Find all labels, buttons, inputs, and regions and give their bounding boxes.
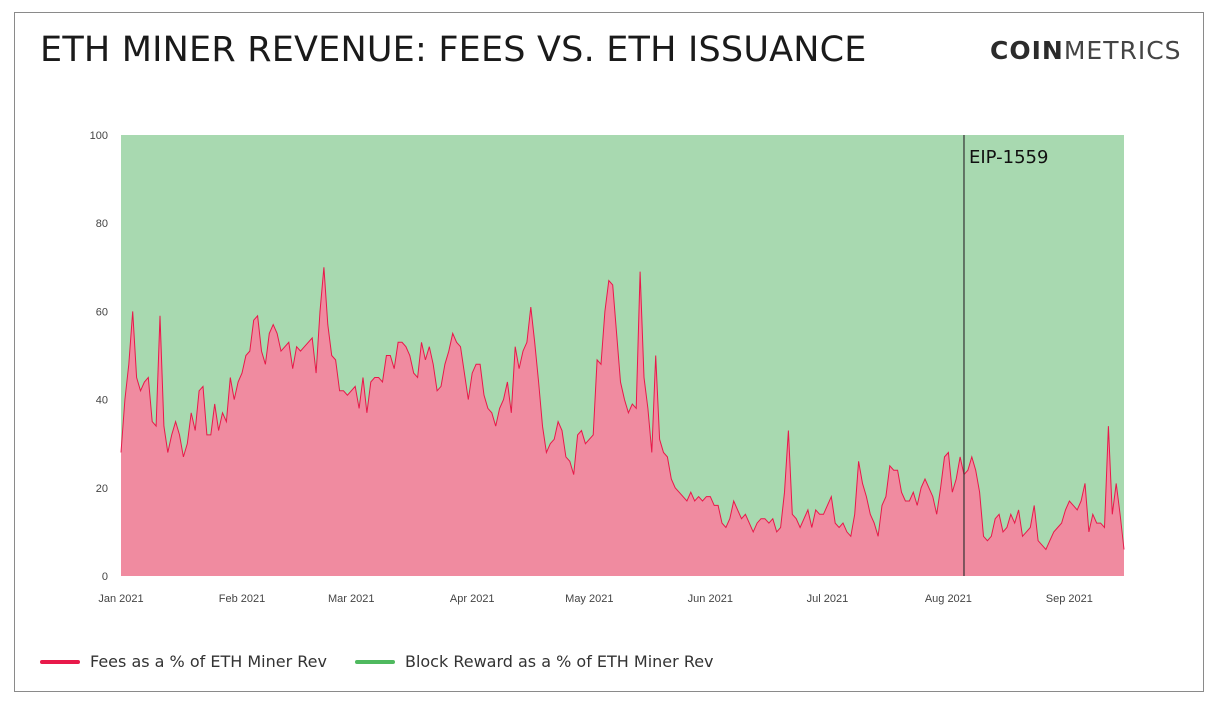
x-tick-label: Jul 2021 [807, 593, 849, 605]
x-tick-label: May 2021 [565, 593, 613, 605]
series-area-fees [121, 267, 1124, 576]
x-tick-label: Aug 2021 [925, 593, 972, 605]
coinmetrics-logo: COINMETRICS [990, 36, 1182, 65]
y-tick-label: 20 [96, 483, 108, 495]
x-tick-label: Jan 2021 [98, 593, 143, 605]
legend-swatch-block-reward [354, 659, 395, 664]
y-tick-label: 100 [90, 130, 108, 142]
x-tick-label: Mar 2021 [328, 593, 374, 605]
x-tick-label: Feb 2021 [219, 593, 265, 605]
x-tick-label: Apr 2021 [450, 593, 495, 605]
legend-swatch-fees [40, 659, 80, 664]
plot-area [120, 135, 1125, 576]
legend-label-fees: Fees as a % of ETH Miner Rev [90, 652, 327, 671]
x-tick-label: Sep 2021 [1046, 593, 1093, 605]
legend-item-block-reward[interactable]: Block Reward as a % of ETH Miner Rev [354, 652, 714, 671]
legend: Fees as a % of ETH Miner Rev Block Rewar… [40, 652, 742, 671]
logo-bold-text: COIN [990, 36, 1064, 65]
legend-label-block-reward: Block Reward as a % of ETH Miner Rev [404, 652, 714, 671]
y-tick-label: 0 [102, 571, 108, 583]
legend-item-fees[interactable]: Fees as a % of ETH Miner Rev [40, 652, 327, 671]
axes: 0 20 40 60 80 100 Jan 2021 Feb 2021 Mar 2021 Apr … [90, 130, 1093, 605]
y-tick-label: 60 [96, 306, 108, 318]
logo-light-text: METRICS [1063, 36, 1182, 65]
chart-title: ETH MINER REVENUE: FEES VS. ETH ISSUANCE [40, 30, 867, 70]
y-tick-label: 40 [96, 395, 108, 407]
series-line-fees [120, 267, 1125, 551]
x-tick-label: Jun 2021 [688, 593, 733, 605]
y-tick-label: 80 [96, 218, 108, 230]
annotation-label-eip1559: EIP-1559 [969, 147, 1048, 168]
